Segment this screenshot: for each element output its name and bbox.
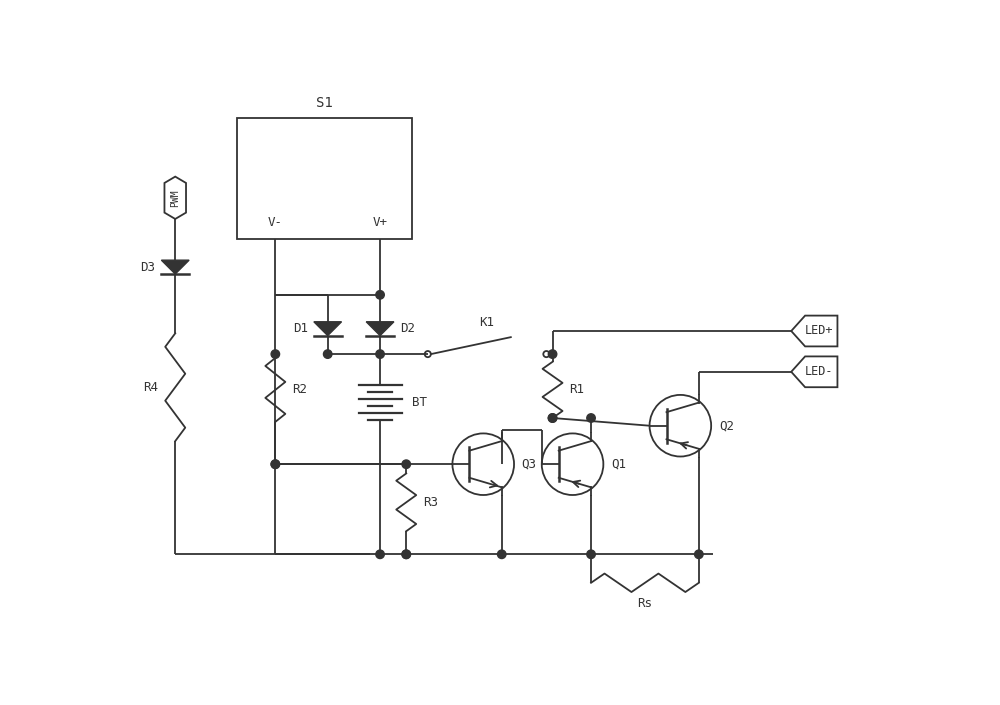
Polygon shape bbox=[366, 321, 394, 336]
Text: D2: D2 bbox=[400, 322, 415, 335]
Text: S1: S1 bbox=[316, 96, 333, 110]
Text: V-: V- bbox=[268, 216, 283, 229]
Text: D1: D1 bbox=[293, 322, 308, 335]
Circle shape bbox=[402, 460, 410, 468]
Text: LED-: LED- bbox=[805, 365, 833, 379]
Circle shape bbox=[402, 550, 410, 558]
Circle shape bbox=[587, 550, 595, 558]
Circle shape bbox=[376, 290, 384, 299]
Circle shape bbox=[323, 350, 332, 358]
Circle shape bbox=[271, 460, 280, 468]
Circle shape bbox=[271, 350, 280, 358]
Circle shape bbox=[376, 550, 384, 558]
Text: LED+: LED+ bbox=[805, 324, 833, 338]
Text: V+: V+ bbox=[373, 216, 388, 229]
Bar bbox=[237, 118, 412, 238]
Text: BT: BT bbox=[412, 396, 427, 409]
Text: R2: R2 bbox=[292, 384, 307, 396]
Circle shape bbox=[548, 414, 557, 422]
Text: Q2: Q2 bbox=[719, 419, 734, 432]
Text: D3: D3 bbox=[140, 261, 155, 274]
Text: R4: R4 bbox=[143, 381, 158, 393]
Text: Rs: Rs bbox=[637, 596, 652, 610]
Circle shape bbox=[402, 550, 410, 558]
Circle shape bbox=[497, 550, 506, 558]
Circle shape bbox=[695, 550, 703, 558]
Circle shape bbox=[548, 350, 557, 358]
Text: R3: R3 bbox=[423, 496, 438, 509]
Text: Q3: Q3 bbox=[522, 458, 537, 471]
Text: K1: K1 bbox=[480, 317, 495, 329]
Polygon shape bbox=[161, 260, 189, 274]
Text: R1: R1 bbox=[569, 384, 584, 396]
Polygon shape bbox=[314, 321, 342, 336]
Circle shape bbox=[548, 414, 557, 422]
Circle shape bbox=[587, 414, 595, 422]
Text: PWM: PWM bbox=[170, 189, 180, 207]
Text: Q1: Q1 bbox=[611, 458, 626, 471]
Circle shape bbox=[271, 460, 280, 468]
Circle shape bbox=[376, 350, 384, 358]
